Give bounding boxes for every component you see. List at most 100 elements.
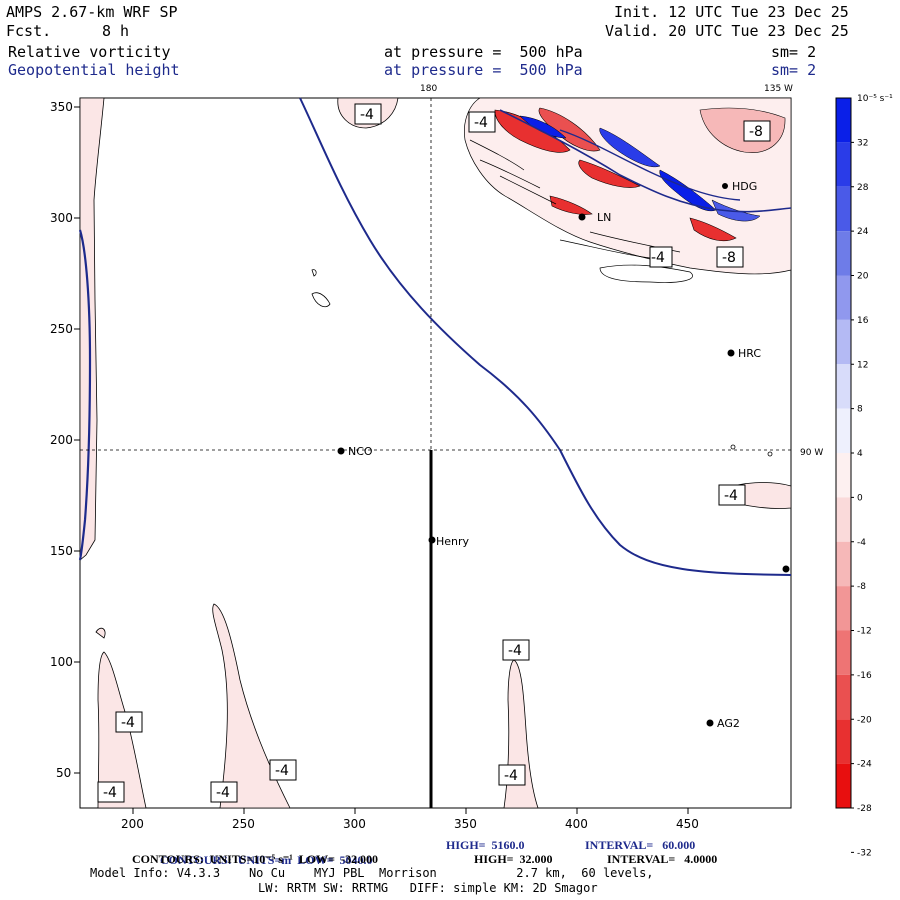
contour-labels: -4 -4 -8 -4 -8 -4 -4 -4 -4 -4 -4 -4	[97, 103, 771, 803]
field1-level: at pressure = 500 hPa	[384, 43, 583, 61]
colorbar-swatch	[836, 453, 851, 498]
contour-label: -4	[498, 764, 526, 786]
geopotential-height-contours	[78, 97, 792, 576]
init-time: Init. 12 UTC Tue 23 Dec 25	[614, 3, 849, 21]
footer-physics-info: LW: RRTM SW: RRTMG DIFF: simple KM: 2D S…	[258, 881, 598, 895]
y-tick-label: 200	[50, 433, 73, 447]
field1-name: Relative vorticity	[8, 43, 171, 61]
colorbar-swatch	[836, 497, 851, 542]
contour-label: -4	[115, 711, 143, 733]
colorbar-label: -12	[857, 627, 872, 637]
station-hrc: HRC	[727, 347, 761, 360]
colorbar-unit: 10⁻⁵ s⁻¹	[857, 94, 893, 104]
contour-label: -4	[97, 781, 125, 803]
field2-level: at pressure = 500 hPa	[384, 61, 583, 79]
x-tick-label: 200	[121, 817, 144, 831]
colorbar-swatch	[836, 275, 851, 320]
footer-model-info: Model Info: V4.3.3 No Cu MYJ PBL Morriso…	[90, 866, 654, 880]
colorbar-label: -28	[857, 804, 872, 814]
colorbar-label: 4	[857, 449, 863, 459]
contour-label: -4	[718, 484, 746, 506]
y-tick-label: 50	[56, 766, 71, 780]
y-tick-label: 150	[50, 544, 73, 558]
svg-text:-8: -8	[749, 124, 763, 140]
contour-label: -4	[210, 781, 238, 803]
svg-text:LN: LN	[597, 211, 611, 224]
forecast-hours: 8 h	[102, 22, 130, 40]
colorbar-swatch	[836, 630, 851, 675]
colorbar-label: 28	[857, 183, 869, 193]
footer-height-contours: CONTOURS: UNITS=m LOW= 5040.0	[160, 853, 373, 867]
svg-text:HDG: HDG	[732, 180, 757, 193]
colorbar-label: 20	[857, 272, 869, 282]
vorticity-shading	[79, 97, 792, 809]
contour-label: -8	[716, 246, 744, 268]
field2-name: Geopotential height	[8, 61, 180, 79]
field2-smoothing: sm= 2	[771, 61, 817, 79]
contour-label: -8	[743, 120, 771, 142]
latitude-90w-label: 90 W	[800, 448, 823, 458]
colorbar-swatch	[836, 674, 851, 720]
footer-height-interval: INTERVAL= 60.000	[585, 838, 696, 852]
longitude-135w-label: 135 W	[764, 84, 793, 94]
x-tick-label: 250	[232, 817, 255, 831]
colorbar-label: 12	[857, 360, 868, 370]
footer-vorticity-high: HIGH= 32.000	[474, 852, 553, 866]
svg-text:-4: -4	[504, 768, 518, 784]
colorbar-swatch	[836, 231, 851, 276]
station-marker	[782, 565, 790, 573]
colorbar-label: 16	[857, 316, 869, 326]
svg-text:-4: -4	[360, 107, 374, 123]
colorbar-swatch	[836, 541, 851, 587]
x-tick-label: 450	[676, 817, 699, 831]
svg-text:HRC: HRC	[738, 347, 761, 360]
station-ln: LN	[578, 211, 611, 224]
colorbar-swatch	[836, 586, 851, 631]
y-tick-label: 300	[50, 211, 73, 225]
svg-text:-4: -4	[275, 763, 289, 779]
colorbar-label: 8	[857, 405, 863, 415]
contour-label: -4	[468, 111, 496, 133]
station-nco: NCO	[337, 445, 373, 458]
colorbar-swatch	[836, 142, 851, 187]
y-tick-label: 100	[50, 655, 73, 669]
colorbar-label: -32	[857, 848, 872, 858]
y-tick-label: 350	[50, 100, 73, 114]
colorbar-labels: 32 28 24 20 16 12 8 4 0 -4 -8 -12 -16 -20 -24 -28 -32	[851, 138, 872, 858]
x-tick-label: 300	[343, 817, 366, 831]
contour-label: -4	[649, 246, 673, 268]
station-hdg: HDG	[722, 180, 757, 193]
footer-height-high: HIGH= 5160.0	[446, 838, 525, 852]
longitude-180-label: 180	[420, 84, 437, 94]
x-axis	[132, 808, 689, 814]
colorbar-label: -4	[857, 538, 866, 548]
svg-text:-4: -4	[103, 785, 117, 801]
svg-text:-4: -4	[724, 488, 738, 504]
colorbar-label: -8	[857, 582, 866, 592]
svg-text:AG2: AG2	[717, 717, 740, 730]
svg-text:-4: -4	[651, 250, 665, 266]
svg-text:NCO: NCO	[348, 445, 373, 458]
colorbar-swatch	[836, 763, 851, 808]
forecast-label: Fcst.	[6, 22, 52, 40]
svg-text:-4: -4	[216, 785, 230, 801]
field1-smoothing: sm= 2	[771, 43, 817, 61]
footer-vorticity-interval: INTERVAL= 4.0000	[607, 852, 718, 866]
colorbar-swatch	[836, 186, 851, 232]
colorbar-label: 32	[857, 138, 868, 148]
contour-label: -4	[502, 639, 530, 661]
contour-label: -4	[354, 103, 382, 125]
contour-label: -4	[269, 759, 297, 781]
colorbar	[835, 97, 852, 809]
colorbar-label: -16	[857, 671, 872, 681]
colorbar-swatch	[836, 319, 851, 365]
svg-text:Henry: Henry	[436, 535, 470, 548]
colorbar-swatch	[836, 364, 851, 409]
colorbar-swatch	[836, 408, 851, 453]
colorbar-swatch	[836, 98, 851, 143]
y-axis	[74, 106, 80, 774]
svg-text:-4: -4	[121, 715, 135, 731]
y-tick-label: 250	[50, 322, 73, 336]
colorbar-label: 24	[857, 227, 869, 237]
